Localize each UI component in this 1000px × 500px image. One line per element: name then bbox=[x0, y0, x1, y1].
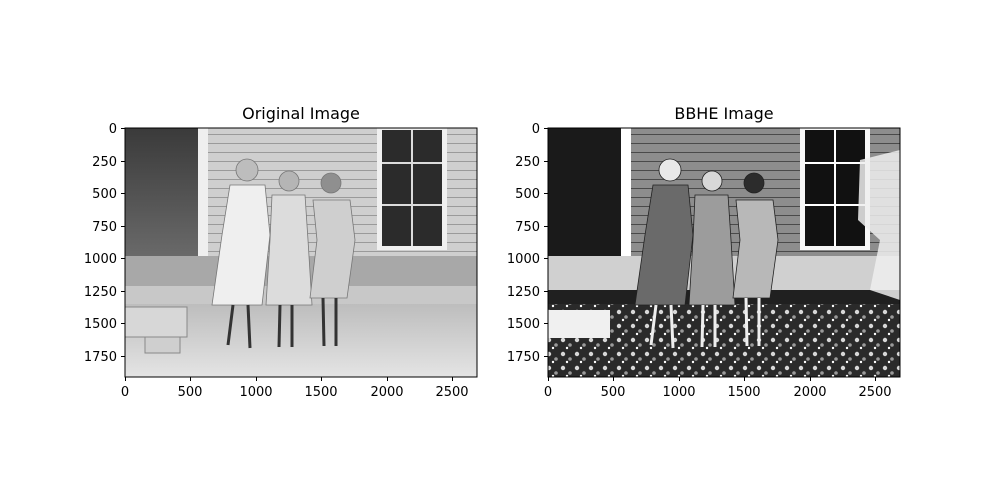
y-tick-label: 1750 bbox=[84, 350, 117, 365]
y-tick-label: 250 bbox=[92, 155, 117, 170]
photo-original bbox=[124, 128, 477, 377]
x-tick-label: 2000 bbox=[370, 385, 403, 400]
x-tick-label: 0 bbox=[544, 385, 552, 400]
x-tick-label: 1500 bbox=[304, 385, 337, 400]
y-tick-label: 250 bbox=[515, 155, 540, 170]
panel-title: Original Image bbox=[242, 104, 360, 123]
x-tick-label: 1500 bbox=[727, 385, 760, 400]
photo-bbhe bbox=[548, 128, 900, 377]
y-axis: 0 250 500 750 1000 1250 1500 1750 bbox=[507, 122, 548, 365]
x-tick-label: 500 bbox=[601, 385, 626, 400]
x-tick-label: 1000 bbox=[662, 385, 695, 400]
x-tick-label: 2500 bbox=[858, 385, 891, 400]
y-tick-label: 1000 bbox=[507, 252, 540, 267]
y-tick-label: 750 bbox=[92, 220, 117, 235]
y-tick-label: 1250 bbox=[507, 285, 540, 300]
y-tick-label: 500 bbox=[515, 187, 540, 202]
axes-frame bbox=[547, 127, 901, 378]
y-tick-label: 1000 bbox=[84, 252, 117, 267]
panel-bbhe: BBHE Image bbox=[507, 104, 901, 400]
x-axis: 0 500 1000 1500 2000 2500 bbox=[544, 377, 892, 400]
panel-title: BBHE Image bbox=[674, 104, 773, 123]
y-tick-label: 750 bbox=[515, 220, 540, 235]
panel-original: Original Image bbox=[84, 104, 478, 400]
x-tick-label: 0 bbox=[121, 385, 129, 400]
y-tick-label: 1750 bbox=[507, 350, 540, 365]
y-tick-label: 0 bbox=[109, 122, 117, 137]
x-tick-label: 2000 bbox=[793, 385, 826, 400]
y-tick-label: 1500 bbox=[507, 317, 540, 332]
axes-frame bbox=[124, 127, 478, 378]
y-tick-label: 500 bbox=[92, 187, 117, 202]
x-axis: 0 500 1000 1500 2000 2500 bbox=[121, 377, 469, 400]
x-tick-label: 2500 bbox=[435, 385, 468, 400]
x-tick-label: 500 bbox=[178, 385, 203, 400]
y-axis: 0 250 500 750 1000 1250 1500 1750 bbox=[84, 122, 125, 365]
y-tick-label: 0 bbox=[532, 122, 540, 137]
x-tick-label: 1000 bbox=[239, 385, 272, 400]
y-tick-label: 1250 bbox=[84, 285, 117, 300]
y-tick-label: 1500 bbox=[84, 317, 117, 332]
